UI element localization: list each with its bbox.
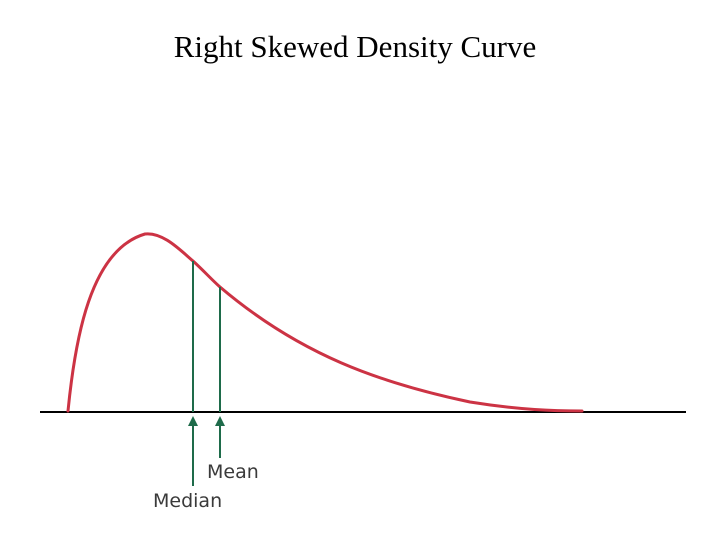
median-marker (188, 261, 198, 486)
mean-arrow-head (215, 416, 225, 426)
median-label: Median (153, 490, 222, 512)
density-curve (66, 232, 584, 413)
mean-marker (215, 287, 225, 458)
median-arrow-head (188, 416, 198, 426)
slide-title: Right Skewed Density Curve (173, 29, 537, 64)
mean-label: Mean (207, 461, 259, 483)
